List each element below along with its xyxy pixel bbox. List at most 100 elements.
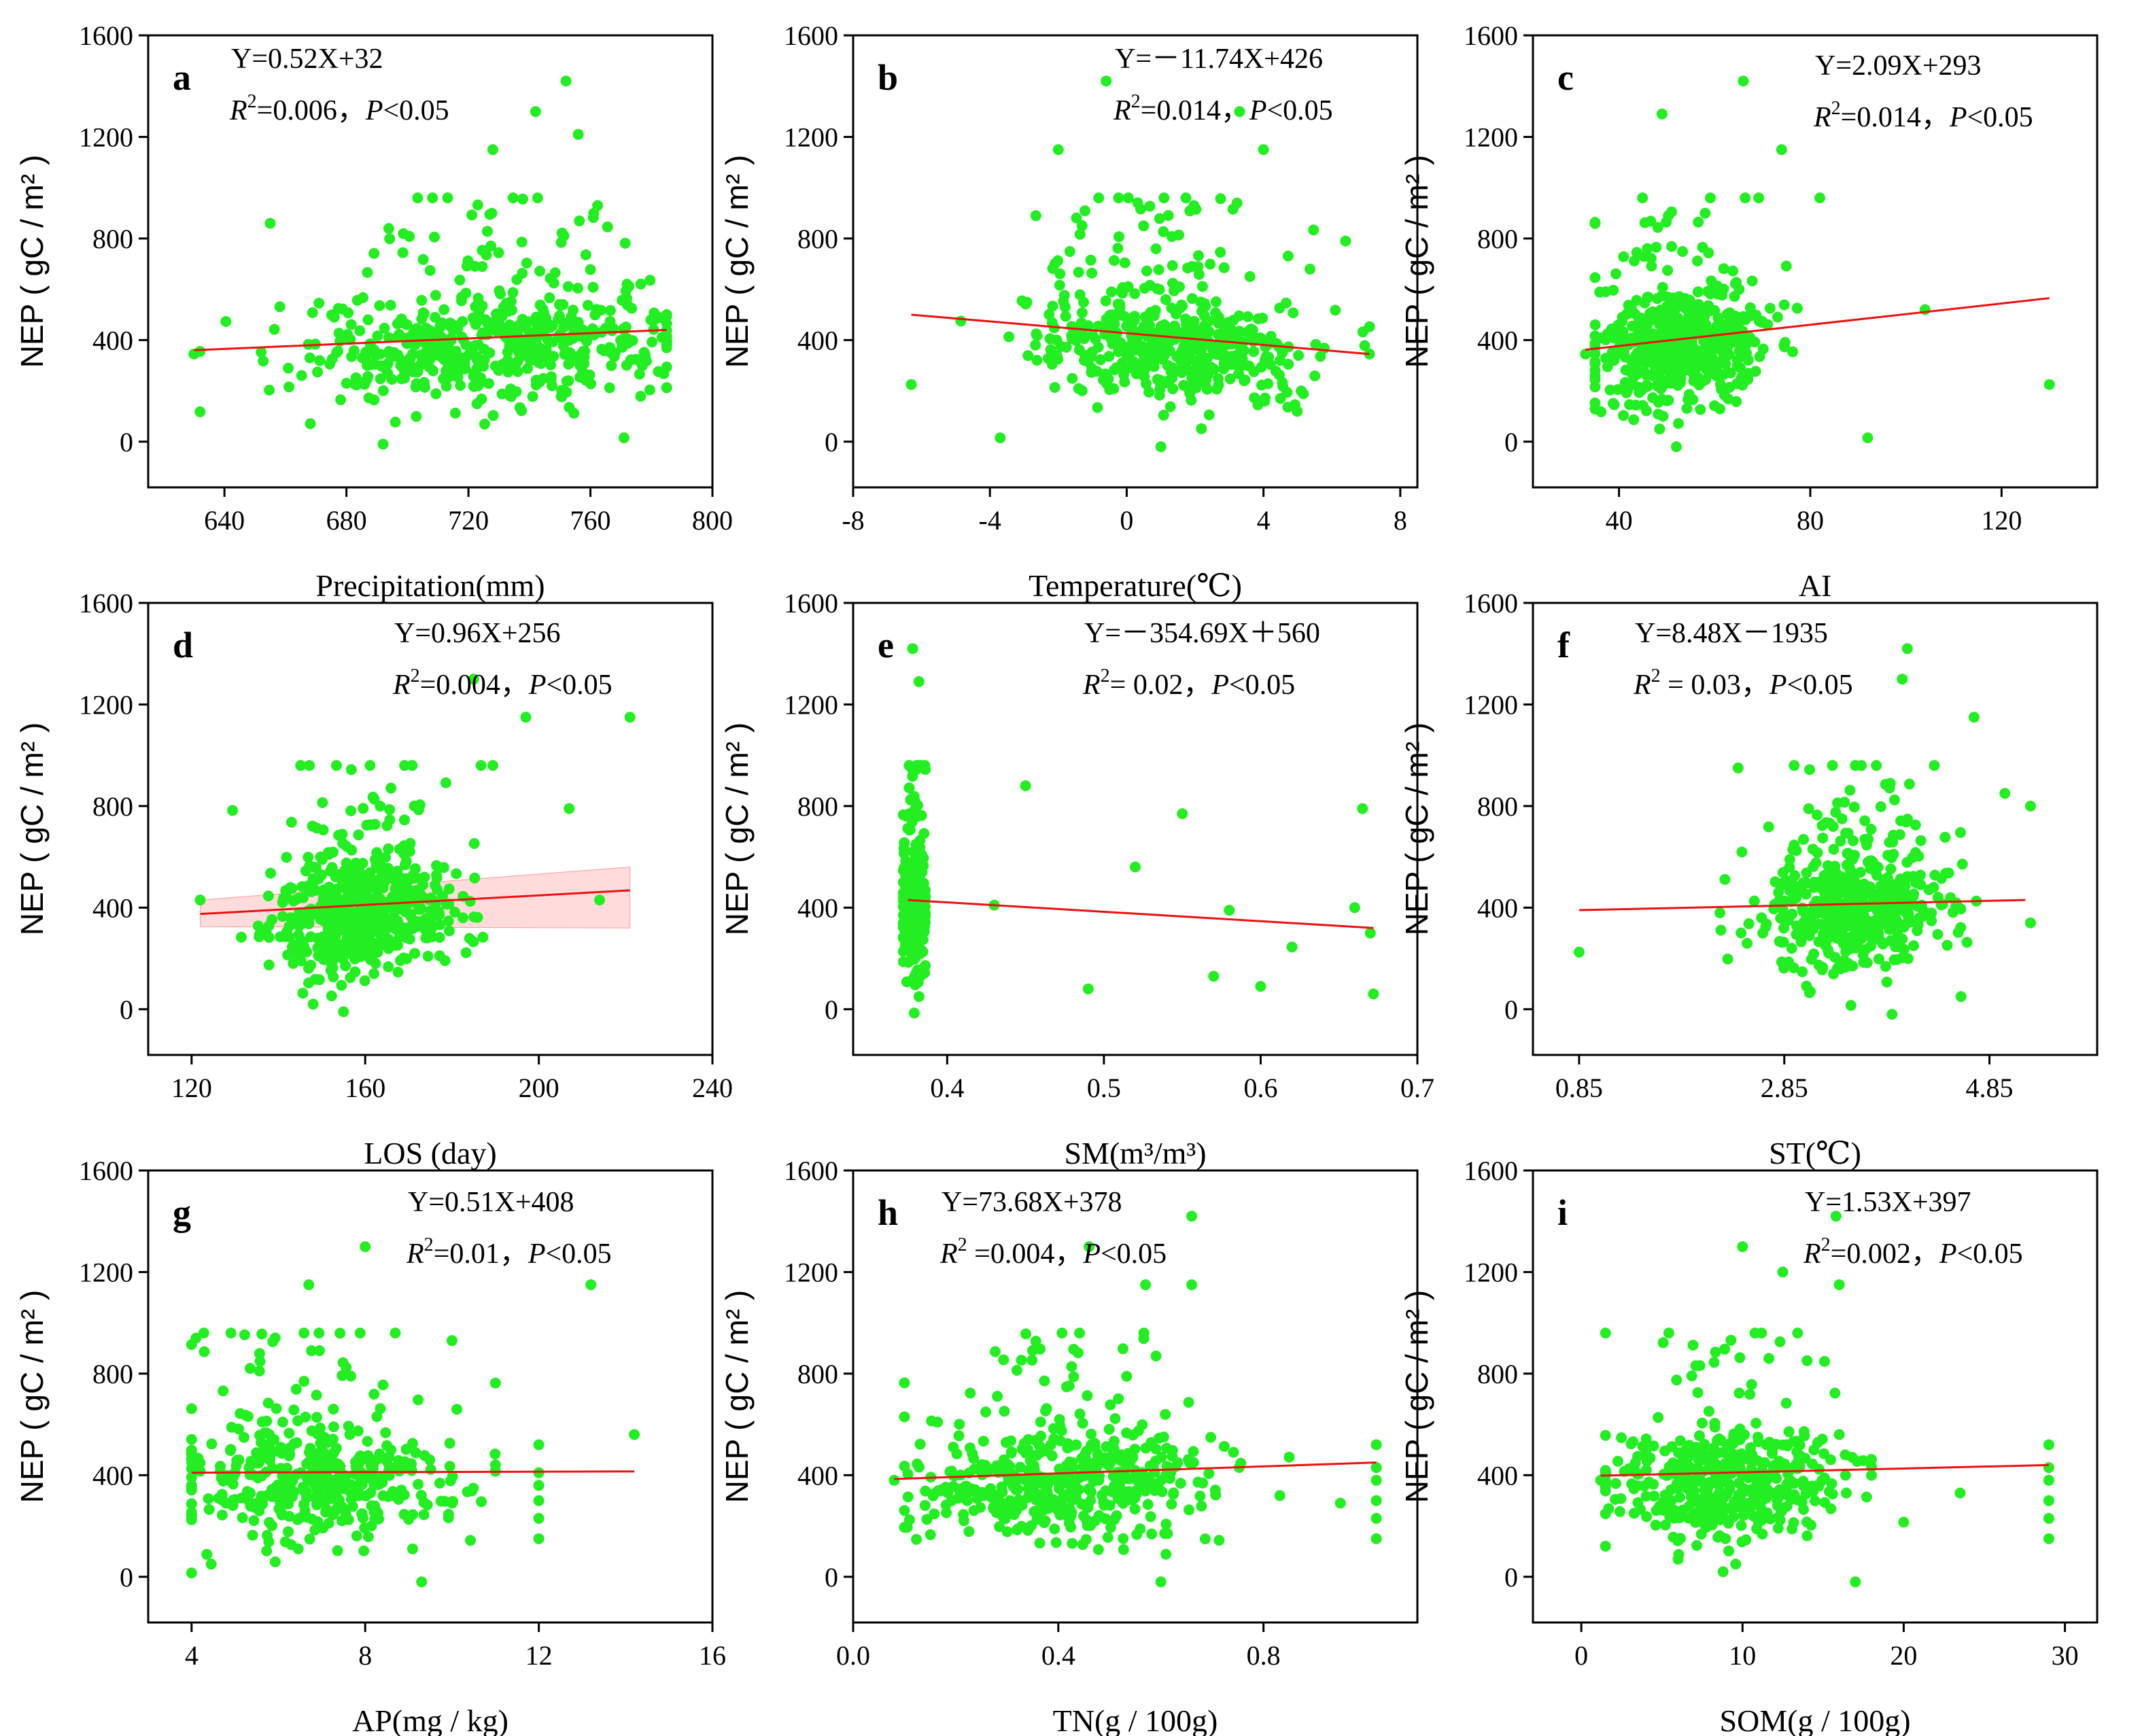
scatter-point — [317, 797, 328, 808]
scatter-point — [1736, 846, 1748, 858]
scatter-point — [959, 1480, 971, 1492]
scatter-point — [1845, 1000, 1857, 1011]
scatter-point — [1076, 220, 1088, 232]
scatter-point — [1787, 844, 1799, 855]
x-tick-label: 20 — [1890, 1640, 1917, 1671]
scatter-point — [418, 1497, 430, 1508]
scatter-point — [442, 192, 453, 204]
scatter-point — [1078, 1510, 1090, 1522]
y-tick-label: 0 — [825, 1562, 838, 1593]
scatter-point — [1210, 1489, 1222, 1501]
scatter-point — [580, 249, 591, 260]
scatter-point — [1016, 1521, 1027, 1532]
scatter-point — [1119, 376, 1131, 387]
scatter-point — [1213, 1535, 1225, 1546]
scatter-point — [201, 1548, 213, 1560]
x-tick-label: 0.7 — [1400, 1073, 1434, 1103]
scatter-point — [419, 377, 430, 388]
scatter-point — [646, 336, 658, 348]
scatter-point — [1704, 342, 1715, 353]
scatter-point — [498, 302, 509, 313]
scatter-point — [564, 402, 575, 413]
regression-equation: Y=8.48X－1935 — [1635, 618, 1828, 649]
scatter-point — [1309, 370, 1321, 381]
scatter-point — [1717, 1566, 1729, 1578]
scatter-point — [1228, 1446, 1239, 1458]
scatter-point — [1227, 203, 1239, 215]
scatter-point — [1002, 1504, 1014, 1516]
scatter-point — [1330, 305, 1341, 316]
scatter-point — [1738, 75, 1749, 87]
scatter-point — [1813, 936, 1825, 948]
scatter-point — [1183, 1454, 1194, 1465]
scatter-point — [332, 944, 343, 956]
scatter-point — [449, 906, 461, 918]
regression-equation: Y=0.52X+32 — [231, 44, 383, 75]
scatter-point — [1808, 861, 1819, 872]
scatter-point — [198, 1327, 209, 1339]
scatter-point — [564, 803, 575, 814]
scatter-point — [976, 1459, 988, 1470]
scatter-point — [1709, 1421, 1721, 1433]
scatter-point — [1054, 1414, 1065, 1425]
scatter-point — [629, 1429, 640, 1440]
scatter-point — [326, 309, 337, 321]
scatter-point — [206, 1438, 218, 1450]
scatter-point — [1806, 954, 1817, 965]
scatter-point — [1776, 144, 1787, 156]
scatter-point — [1723, 1545, 1734, 1557]
scatter-point — [1696, 1417, 1708, 1429]
scatter-point — [1744, 1389, 1756, 1400]
panel-letter: c — [1557, 57, 1574, 98]
r-squared-exponent: 2 — [1101, 665, 1110, 687]
scatter-point — [1731, 1455, 1743, 1467]
scatter-point — [364, 867, 376, 878]
scatter-point — [1127, 1429, 1139, 1441]
scatter-point — [1631, 294, 1642, 306]
fit-line — [1578, 899, 2026, 912]
scatter-point — [1112, 310, 1124, 322]
scatter-point — [899, 1505, 910, 1516]
scatter-point — [248, 1515, 260, 1527]
scatter-point — [1812, 847, 1823, 858]
scatter-point — [457, 352, 468, 364]
p-value: <0.05 — [1967, 102, 2033, 133]
scatter-point — [1854, 867, 1866, 878]
scatter-point — [1915, 869, 1926, 881]
scatter-point — [397, 247, 409, 258]
scatter-point — [228, 1471, 239, 1482]
scatter-point — [268, 1446, 279, 1457]
scatter-point — [555, 237, 567, 248]
scatter-point — [1661, 1470, 1672, 1481]
regression-stats: R2=0.014，P<0.05 — [1113, 91, 1333, 126]
y-tick-label: 0 — [825, 994, 838, 1025]
scatter-point — [354, 1327, 366, 1339]
scatter-point — [547, 336, 559, 347]
scatter-point — [293, 907, 305, 919]
scatter-point — [1885, 888, 1897, 899]
scatter-point — [1843, 935, 1854, 947]
scatter-point — [1699, 1485, 1710, 1496]
p-symbol: P — [1249, 95, 1267, 126]
scatter-point — [533, 1495, 545, 1506]
scatter-point — [913, 676, 925, 687]
scatter-point — [360, 915, 371, 926]
scatter-point — [2043, 1495, 2054, 1506]
scatter-point — [948, 1441, 959, 1453]
scatter-point — [262, 890, 274, 902]
regression-stats: R2=0.002，P<0.05 — [1803, 1234, 2023, 1270]
scatter-point — [1086, 1439, 1097, 1451]
scatter-point — [606, 325, 618, 336]
fit-line — [194, 328, 667, 351]
scatter-point — [1580, 348, 1591, 360]
scatter-point — [2043, 1462, 2054, 1474]
scatter-point — [533, 1439, 545, 1451]
regression-equation: Y=73.68X+378 — [942, 1187, 1122, 1218]
scatter-point — [345, 764, 357, 776]
scatter-point — [362, 1450, 374, 1461]
scatter-point — [1791, 302, 1803, 314]
scatter-point — [1746, 1378, 1757, 1390]
scatter-point — [1941, 939, 1953, 951]
scatter-point — [1674, 291, 1685, 302]
scatter-point — [413, 324, 424, 336]
